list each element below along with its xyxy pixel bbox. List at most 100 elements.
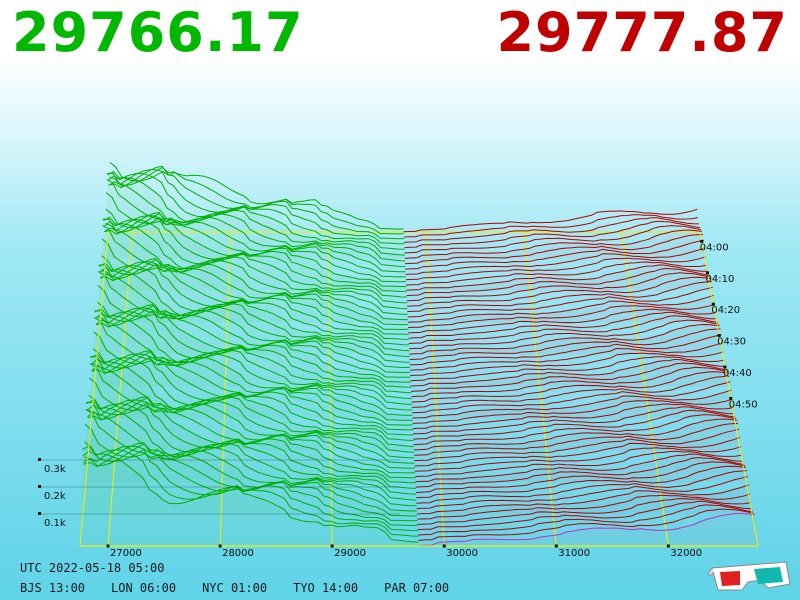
ask-depth-line-53 bbox=[404, 234, 703, 265]
ask-depth-line-3 bbox=[417, 500, 752, 531]
volume-tick-2: 0.3k bbox=[44, 464, 66, 475]
bid-depth-line-53 bbox=[107, 172, 406, 262]
ask-depth-line-7 bbox=[416, 476, 748, 509]
ask-depth-line-59 bbox=[403, 208, 698, 233]
bid-depth-line-39 bbox=[100, 257, 409, 335]
3d-glasses-icon[interactable] bbox=[708, 558, 794, 594]
price-tick-4: 31000 bbox=[558, 548, 590, 559]
ask-depth-line-34 bbox=[409, 334, 722, 366]
ask-depth-line-10 bbox=[415, 461, 745, 493]
ask-depth-line-16 bbox=[414, 428, 740, 462]
price-tick-2: 29000 bbox=[334, 548, 366, 559]
depth-lines-layer bbox=[81, 162, 755, 547]
ask-depth-line-44 bbox=[407, 281, 712, 313]
ask-depth-line-8 bbox=[416, 470, 747, 504]
volume-marker-0 bbox=[38, 512, 41, 515]
bid-depth-line-17 bbox=[90, 356, 415, 453]
bid-depth-line-26 bbox=[94, 310, 412, 405]
bid-depth-line-38 bbox=[99, 261, 409, 340]
timezone-row: BJS 13:00 LON 06:00 NYC 01:00 TYO 14:00 … bbox=[20, 581, 449, 595]
ask-depth-line-57 bbox=[403, 217, 700, 243]
bid-depth-line-20 bbox=[91, 353, 414, 436]
ask-depth-line-43 bbox=[407, 286, 713, 318]
bid-depth-line-37 bbox=[99, 264, 410, 346]
bid-depth-line-1 bbox=[82, 449, 419, 537]
time-marker-5 bbox=[729, 396, 733, 400]
ask-depth-line-12 bbox=[415, 453, 743, 483]
bid-depth-line-29 bbox=[95, 307, 412, 388]
ask-depth-line-54 bbox=[404, 229, 702, 259]
ask-depth-line-17 bbox=[414, 422, 739, 456]
ask-depth-line-45 bbox=[407, 276, 711, 307]
bid-depth-line-27 bbox=[94, 308, 412, 400]
price-tick-3: 30000 bbox=[446, 548, 478, 559]
ask-depth-line-40 bbox=[408, 308, 716, 334]
ask-fill-24 bbox=[412, 390, 735, 419]
ask-depth-line-33 bbox=[410, 342, 723, 371]
ask-depth-line-26 bbox=[411, 375, 730, 408]
ask-depth-line-31 bbox=[410, 356, 725, 382]
bid-price: 29766.17 bbox=[12, 1, 304, 64]
ask-depth-line-15 bbox=[414, 437, 741, 467]
ask-depth-line-5 bbox=[417, 493, 750, 520]
time-marker-4 bbox=[723, 365, 727, 369]
time-tick-1: 04:10 bbox=[706, 274, 735, 285]
ask-depth-line-24 bbox=[412, 389, 732, 419]
bid-fill-42 bbox=[99, 238, 408, 323]
bid-depth-line-56 bbox=[108, 169, 405, 245]
ask-depth-line-23 bbox=[412, 398, 733, 424]
bid-depth-line-0 bbox=[81, 445, 419, 543]
price-marker-2 bbox=[330, 544, 334, 548]
price-marker-4 bbox=[554, 544, 558, 548]
bid-depth-line-2 bbox=[82, 445, 418, 532]
ask-depth-line-56 bbox=[404, 220, 701, 249]
ask-depth-line-37 bbox=[409, 319, 719, 350]
bid-depth-line-33 bbox=[97, 284, 411, 369]
grid-line-left bbox=[79, 231, 109, 547]
ask-depth-line-2 bbox=[417, 504, 753, 536]
time-tick-3: 04:30 bbox=[717, 337, 746, 348]
price-tick-1: 28000 bbox=[222, 548, 254, 559]
volume-tick-0: 0.1k bbox=[44, 518, 66, 529]
ask-depth-line-4 bbox=[417, 498, 751, 525]
bid-depth-line-7 bbox=[85, 409, 417, 507]
ask-depth-line-11 bbox=[415, 457, 744, 488]
volume-marker-2 bbox=[38, 458, 41, 461]
price-marker-1 bbox=[218, 544, 222, 548]
bid-fill-54 bbox=[105, 171, 405, 259]
bid-depth-line-44 bbox=[102, 218, 408, 310]
volume-marker-1 bbox=[38, 485, 41, 488]
price-tick-5: 32000 bbox=[670, 548, 702, 559]
bid-depth-line-28 bbox=[95, 311, 412, 394]
ask-depth-line-58 bbox=[403, 214, 699, 238]
volume-tick-1: 0.2k bbox=[44, 491, 66, 502]
bid-depth-line-14 bbox=[88, 395, 415, 469]
price-tick-0: 27000 bbox=[110, 548, 142, 559]
ask-depth-line-13 bbox=[415, 450, 743, 477]
ask-depth-line-52 bbox=[405, 239, 705, 270]
time-tick-2: 04:20 bbox=[711, 305, 740, 316]
bid-depth-line-50 bbox=[105, 208, 406, 278]
ask-depth-line-6 bbox=[416, 484, 749, 515]
ask-depth-line-36 bbox=[409, 323, 720, 355]
ask-depth-line-20 bbox=[413, 409, 736, 440]
time-tick-4: 04:40 bbox=[723, 368, 752, 379]
time-marker-0 bbox=[700, 239, 704, 243]
bid-depth-line-46 bbox=[103, 218, 407, 298]
bid-depth-line-8 bbox=[85, 401, 417, 501]
ask-depth-line-28 bbox=[411, 366, 728, 398]
ask-depth-line-22 bbox=[412, 403, 734, 430]
bid-depth-line-54 bbox=[107, 170, 405, 256]
bid-depth-line-55 bbox=[107, 172, 405, 250]
bid-depth-line-35 bbox=[98, 264, 410, 358]
grid-line-price-3 bbox=[425, 231, 445, 547]
bid-depth-line-36 bbox=[98, 262, 410, 352]
time-marker-1 bbox=[706, 271, 710, 275]
axis-labels: 0.1k 0.2k 0.3k 27000 28000 29000 30000 31000 320… bbox=[44, 239, 758, 559]
bid-depth-line-11 bbox=[87, 399, 416, 484]
ask-fill-18 bbox=[413, 419, 741, 451]
grid-line-price-5 bbox=[621, 231, 669, 547]
bid-depth-line-18 bbox=[90, 353, 414, 447]
grid-line-price-0 bbox=[107, 231, 133, 547]
